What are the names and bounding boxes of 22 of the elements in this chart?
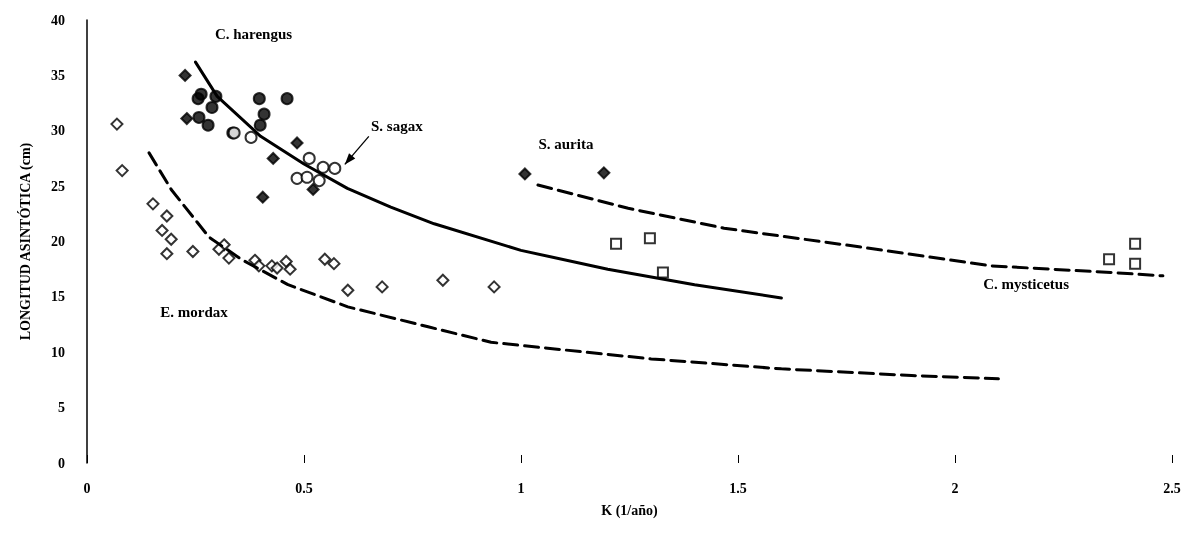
y-tick-label: 10 — [51, 344, 65, 360]
x-tick-label: 1.5 — [729, 480, 747, 496]
x-tick-label: 2.5 — [1163, 480, 1181, 496]
x-tick-label: 0 — [83, 480, 91, 496]
series-label: S. aurita — [538, 135, 594, 152]
y-axis-title: LONGITUD ASINTÓTICA (cm) — [16, 142, 34, 341]
series-label: C. harengus — [214, 26, 293, 43]
x-tick-label: 1 — [517, 480, 525, 496]
text: E. mordax — [160, 303, 229, 320]
x-tick-label: 0.5 — [295, 480, 313, 496]
y-tick-label: 25 — [51, 178, 65, 194]
y-tick-label: 30 — [51, 123, 65, 139]
y-tick-label: 40 — [51, 12, 65, 28]
y-tick-label: 20 — [51, 234, 65, 249]
text: S. sagax — [370, 118, 424, 135]
y-tick-label: 0 — [58, 455, 65, 471]
text: C. mysticetus — [983, 275, 1070, 292]
x-tick-label: 2 — [951, 480, 959, 496]
y-tick-label: 35 — [51, 67, 65, 83]
y-tick-label: 15 — [51, 289, 65, 305]
y-tick-label: 5 — [58, 400, 65, 416]
x-axis-title: K (1/año) — [601, 502, 659, 519]
